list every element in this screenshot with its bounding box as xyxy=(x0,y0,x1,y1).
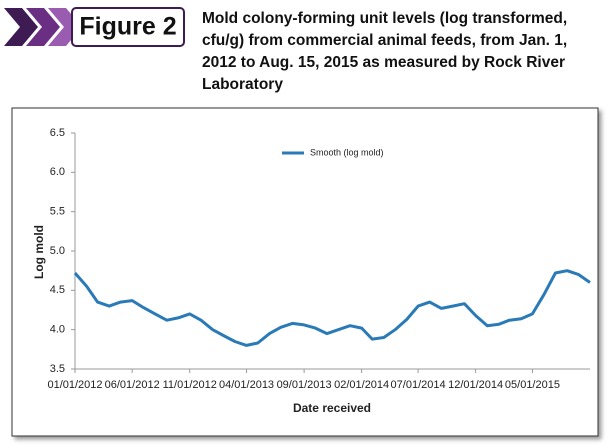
y-tick-label: 6.0 xyxy=(50,166,65,178)
y-tick-label: 5.0 xyxy=(50,245,65,257)
chart-title: Mold colony-forming unit levels (log tra… xyxy=(202,10,568,93)
y-tick-label: 3.5 xyxy=(50,363,65,375)
x-tick-label: 11/01/2012 xyxy=(163,379,217,391)
x-tick-label: 01/01/2012 xyxy=(47,379,102,391)
y-tick-label: 5.5 xyxy=(50,206,65,218)
x-tick-label: 05/01/2015 xyxy=(505,379,560,391)
data-line xyxy=(73,269,591,347)
y-tick-label: 4.5 xyxy=(50,284,65,296)
x-tick-label: 07/01/2014 xyxy=(391,379,446,391)
legend-label: Smooth (log mold) xyxy=(310,147,384,157)
figure-badge: Figure 2 xyxy=(4,7,185,47)
chevron xyxy=(4,8,38,46)
y-tick-label: 6.5 xyxy=(50,127,65,139)
badge-box xyxy=(71,7,185,47)
chevron xyxy=(26,8,60,46)
x-tick-label: 09/01/2013 xyxy=(277,379,332,391)
x-axis-title: Date received xyxy=(293,401,371,415)
x-tick-label: 02/01/2014 xyxy=(334,379,389,391)
figure-label: Figure 2 xyxy=(79,13,176,41)
y-tick-label: 4.0 xyxy=(50,324,65,336)
x-tick-label: 06/01/2012 xyxy=(105,379,160,391)
x-tick-label: 12/01/2014 xyxy=(448,379,503,391)
chart-frame xyxy=(11,107,599,437)
x-tick-label: 04/01/2013 xyxy=(219,379,274,391)
y-axis-title: Log mold xyxy=(32,225,46,279)
